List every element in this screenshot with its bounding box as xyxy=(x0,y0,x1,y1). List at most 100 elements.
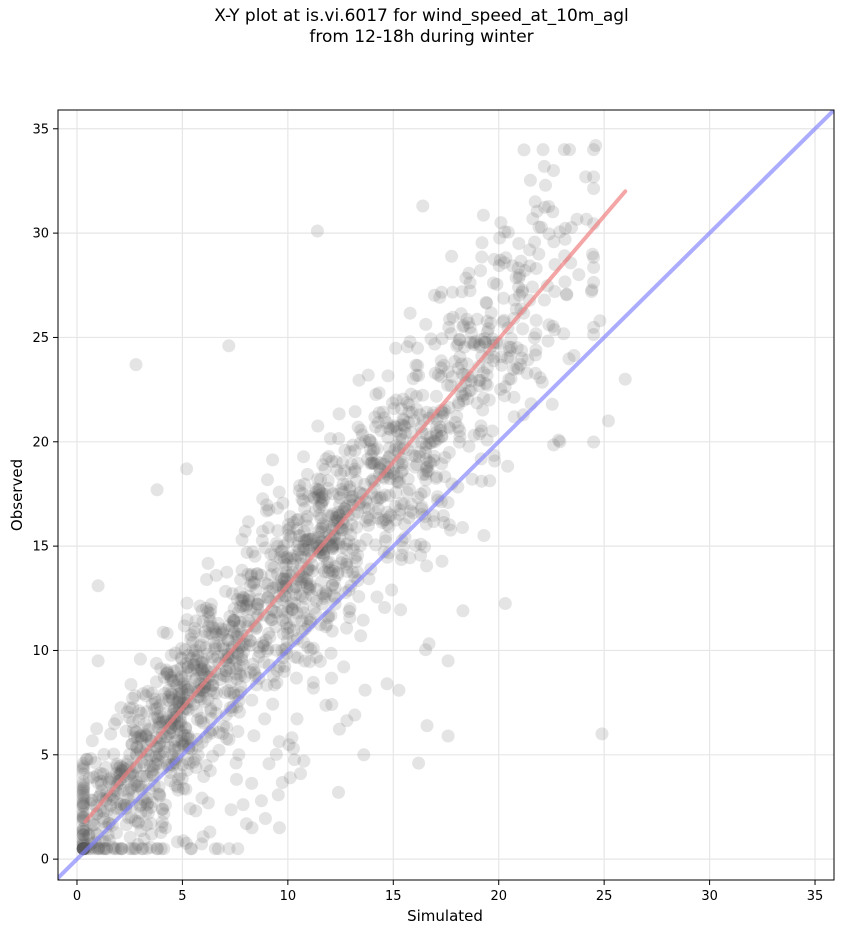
data-point xyxy=(416,388,430,402)
data-point xyxy=(435,332,449,346)
data-point xyxy=(405,406,419,419)
data-point xyxy=(283,621,297,635)
data-point xyxy=(153,717,167,731)
data-point xyxy=(451,337,465,351)
data-point xyxy=(138,795,152,808)
data-point xyxy=(215,625,229,639)
data-point xyxy=(390,424,404,438)
data-point xyxy=(119,818,133,832)
data-point xyxy=(348,444,362,458)
data-point xyxy=(140,705,154,719)
data-point xyxy=(474,333,488,346)
data-point xyxy=(211,650,225,664)
data-point xyxy=(248,549,262,563)
data-point xyxy=(443,312,457,326)
data-point xyxy=(373,461,387,475)
data-point xyxy=(280,634,294,648)
data-point xyxy=(277,572,291,586)
data-point xyxy=(216,627,230,641)
data-point xyxy=(542,227,556,241)
data-point xyxy=(333,491,347,505)
data-point xyxy=(461,392,475,406)
data-point xyxy=(110,713,124,727)
data-point xyxy=(394,428,408,442)
data-point xyxy=(441,654,455,668)
data-point xyxy=(194,638,208,652)
data-point xyxy=(207,636,221,650)
data-point xyxy=(371,502,385,516)
data-point xyxy=(362,433,376,447)
data-point xyxy=(515,351,529,365)
data-point xyxy=(76,761,90,775)
data-point xyxy=(138,717,152,731)
data-point xyxy=(353,539,367,553)
data-point xyxy=(199,759,213,772)
data-point xyxy=(393,503,407,517)
data-point xyxy=(483,474,497,488)
data-point xyxy=(331,568,345,582)
data-point xyxy=(340,714,354,728)
data-point xyxy=(285,603,299,617)
data-point xyxy=(150,842,164,856)
data-point xyxy=(294,576,308,590)
data-point xyxy=(222,842,236,856)
data-point xyxy=(444,327,458,341)
data-point xyxy=(516,322,530,336)
data-point xyxy=(130,779,144,793)
data-point xyxy=(453,350,467,364)
data-point xyxy=(222,339,236,353)
data-point xyxy=(264,613,278,627)
data-point xyxy=(318,589,332,603)
data-point xyxy=(372,386,386,400)
data-point xyxy=(267,548,281,562)
data-point xyxy=(270,664,284,677)
data-point xyxy=(210,686,223,700)
data-point xyxy=(329,455,343,469)
data-point xyxy=(358,683,372,697)
data-point xyxy=(485,424,499,438)
data-point xyxy=(242,594,256,608)
data-point xyxy=(305,532,319,546)
data-point xyxy=(233,585,247,599)
data-point xyxy=(85,734,99,748)
data-point xyxy=(134,806,148,820)
data-point xyxy=(279,558,293,572)
data-point xyxy=(76,828,90,842)
data-point xyxy=(209,627,223,641)
data-point xyxy=(347,538,361,552)
data-point xyxy=(76,822,90,836)
data-point xyxy=(433,290,447,304)
data-point xyxy=(256,492,270,506)
data-point xyxy=(324,646,338,660)
data-point xyxy=(134,769,148,783)
data-point xyxy=(459,271,473,285)
data-point xyxy=(204,603,218,617)
data-point xyxy=(266,581,280,595)
data-point xyxy=(132,713,146,727)
data-point xyxy=(419,440,433,454)
data-point xyxy=(515,285,529,299)
y-tick-label: 35 xyxy=(32,122,49,137)
data-point xyxy=(361,368,375,382)
data-point xyxy=(315,597,329,611)
data-point xyxy=(380,505,394,519)
data-point xyxy=(128,814,142,828)
data-point xyxy=(195,791,209,805)
data-point xyxy=(400,485,414,499)
data-point xyxy=(497,313,511,327)
data-point xyxy=(128,689,142,703)
data-point xyxy=(523,243,537,257)
data-point xyxy=(217,719,230,733)
data-point xyxy=(293,588,307,602)
data-point xyxy=(141,796,155,810)
data-point xyxy=(429,471,443,485)
data-point xyxy=(136,687,150,701)
data-point xyxy=(155,815,169,829)
data-point xyxy=(340,522,354,535)
data-point xyxy=(546,205,560,219)
data-point xyxy=(79,823,93,837)
data-point xyxy=(157,745,171,759)
data-point xyxy=(300,612,314,626)
data-point xyxy=(151,710,165,724)
data-point xyxy=(247,577,261,591)
